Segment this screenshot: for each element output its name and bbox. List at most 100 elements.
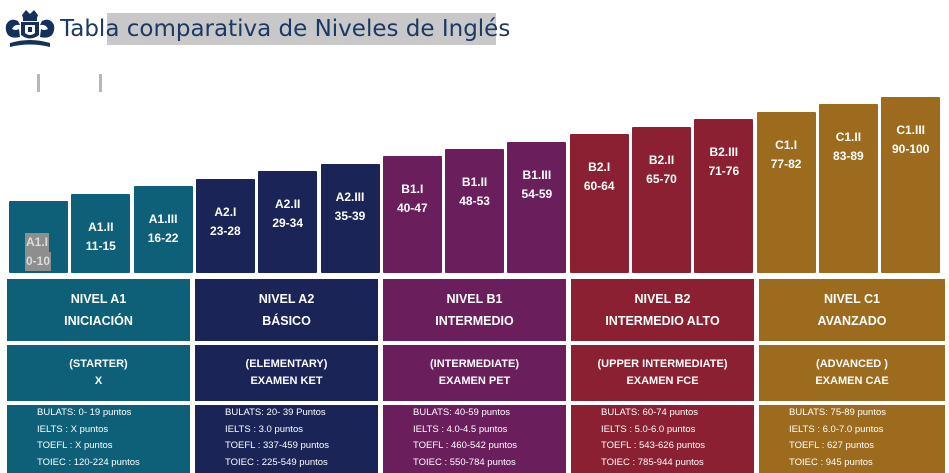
level-step-a1-i: A1.I 0-10 (9, 201, 68, 273)
scores-cell-a1: BULATS: 0- 19 puntos IELTS : X puntos TOEF… (7, 405, 190, 473)
score-line: TOIEC : 120-224 puntos (37, 456, 140, 468)
exam-name: EXAMEN PET (438, 375, 511, 387)
cefr-label: (INTERMEDIATE) (429, 358, 519, 370)
step-code: B2.III (709, 145, 739, 160)
step-range: 48-53 (459, 194, 490, 208)
score-line: TOIEC : 225-549 puntos (225, 456, 328, 468)
cefr-label: (ELEMENTARY) (245, 358, 328, 370)
step-range: 90-100 (892, 142, 930, 156)
level-name: NIVEL C1 (823, 292, 881, 306)
score-line: TOEFL : 543-626 puntos (601, 440, 706, 451)
step-range: 35-39 (334, 208, 366, 223)
exam-name: EXAMEN KET (250, 375, 323, 387)
score-line: BULATS: 75-89 puntos (789, 407, 886, 418)
step-code: A2.II (275, 197, 301, 212)
cursor-marker (99, 74, 102, 92)
exam-cell-a1: (STARTER) X (7, 345, 190, 401)
step-code: C1.II (835, 130, 862, 145)
step-code: C1.I (775, 137, 798, 152)
score-line: IELTS : 5.0-6.0 puntos (601, 423, 696, 435)
cursor-marker (37, 74, 40, 92)
level-step-c1-iii: C1.III 90-100 (881, 97, 941, 273)
level-step-b2-i: B2.I 60-64 (569, 134, 629, 273)
page-title: Tabla comparativa de Niveles de Inglés (60, 16, 511, 42)
exam-cell-c1: (ADVANCED ) EXAMEN CAE (759, 345, 945, 401)
step-code: A1.II (88, 219, 114, 234)
step-code: B1.II (461, 175, 488, 189)
step-code: B1.I (401, 182, 424, 197)
cefr-label: (ADVANCED ) (816, 358, 888, 370)
score-line: TOIEC : 550-784 puntos (413, 456, 516, 468)
step-code: A2.III (335, 189, 365, 204)
score-line: BULATS: 0- 19 puntos (37, 407, 132, 418)
step-range: 77-82 (770, 156, 802, 171)
step-range: 71-76 (708, 164, 740, 179)
score-line: BULATS: 60-74 puntos (601, 407, 698, 418)
step-range: 54-59 (521, 186, 553, 201)
step-code: B1.III (522, 167, 552, 182)
score-line: TOEFL : 337-459 puntos (225, 440, 330, 451)
step-code: A1.I (25, 233, 50, 252)
level-cell-a1: NIVEL A1 INICIACIÓN (7, 279, 190, 341)
level-step-b1-iii: B1.III 54-59 (507, 141, 567, 273)
step-range: 23-28 (210, 223, 241, 238)
step-range: 0-10 (25, 252, 52, 271)
crest-icon (5, 10, 55, 47)
level-label: AVANZADO (817, 314, 887, 328)
exam-name: EXAMEN CAE (815, 375, 889, 387)
score-line: BULATS: 40-59 puntos (413, 407, 510, 418)
level-cell-b1: NIVEL B1 INTERMEDIO (383, 279, 566, 341)
header: Tabla comparativa de Niveles de Inglés (0, 0, 949, 50)
score-line: TOEFL : 627 puntos (789, 440, 875, 451)
level-name: NIVEL A1 (70, 292, 127, 306)
level-name: NIVEL B1 (446, 292, 503, 306)
step-range: 16-22 (147, 231, 179, 246)
exam-cell-b2: (UPPER INTERMEDIATE) EXAMEN FCE (571, 345, 754, 401)
score-line: IELTS : X puntos (37, 423, 109, 435)
score-line: TOIEC : 785-944 puntos (601, 456, 704, 468)
level-step-b1-ii: B1.II 48-53 (445, 149, 505, 273)
score-line: IELTS : 6.0-7.0 puntos (789, 423, 884, 435)
scores-row: BULATS: 0- 19 puntos IELTS : X puntos TOEF… (7, 405, 945, 473)
level-step-a1-iii: A1.III 16-22 (133, 186, 193, 273)
step-code: A1.III (148, 212, 178, 227)
level-step-c1-i: C1.I 77-82 (756, 111, 816, 273)
level-name-row: NIVEL A1 INICIACIÓN NIVEL A2 BÁSICO NIVEL B1… (7, 279, 945, 341)
score-line: IELTS : 3.0 puntos (225, 423, 303, 435)
title-highlight (107, 13, 496, 45)
level-label: BÁSICO (262, 314, 311, 328)
level-name: NIVEL A2 (258, 292, 315, 306)
exam-name: X (94, 375, 103, 387)
level-label: INTERMEDIO ALTO (605, 314, 720, 328)
step-code: C1.III (896, 123, 926, 137)
step-code: A2.I (214, 204, 237, 219)
level-step-a2-ii: A2.II 29-34 (258, 171, 318, 273)
step-code: B2.II (648, 152, 675, 167)
level-step-b2-ii: B2.II 65-70 (632, 126, 691, 273)
level-cell-c1: NIVEL C1 AVANZADO (759, 279, 945, 341)
level-step-b1-i: B1.I 40-47 (382, 156, 442, 273)
exam-cell-a2: (ELEMENTARY) EXAMEN KET (195, 345, 378, 401)
scores-cell-b1: BULATS: 40-59 puntos IELTS : 4.0-4.5 punt… (383, 405, 566, 473)
exam-row: (STARTER) X (ELEMENTARY) EXAMEN KET (INTERME… (7, 345, 945, 401)
score-line: TOIEC : 945 puntos (789, 456, 873, 468)
level-name: NIVEL B2 (634, 292, 691, 306)
scores-cell-b2: BULATS: 60-74 puntos IELTS : 5.0-6.0 punt… (571, 405, 754, 473)
level-label: INICIACIÓN (64, 314, 133, 328)
step-range: 40-47 (396, 201, 428, 216)
exam-cell-b1: (INTERMEDIATE) EXAMEN PET (383, 345, 566, 401)
cefr-label: (STARTER) (69, 358, 128, 370)
step-range: 83-89 (833, 149, 864, 164)
level-cell-a2: NIVEL A2 BÁSICO (195, 279, 378, 341)
level-step-c1-ii: C1.II 83-89 (818, 104, 878, 273)
score-line: BULATS: 20- 39 Puntos (225, 407, 326, 418)
score-line: IELTS : 4.0-4.5 puntos (413, 423, 508, 435)
scores-cell-a2: BULATS: 20- 39 Puntos IELTS : 3.0 puntos T… (195, 405, 378, 473)
step-range: 65-70 (646, 171, 677, 186)
score-line: TOEFL : X puntos (37, 440, 113, 451)
step-range: 11-15 (85, 238, 116, 253)
level-step-a2-i: A2.I 23-28 (195, 178, 255, 273)
level-cell-b2: NIVEL B2 INTERMEDIO ALTO (571, 279, 754, 341)
level-step-a1-ii: A1.II 11-15 (71, 193, 131, 273)
step-range: 29-34 (272, 216, 304, 231)
